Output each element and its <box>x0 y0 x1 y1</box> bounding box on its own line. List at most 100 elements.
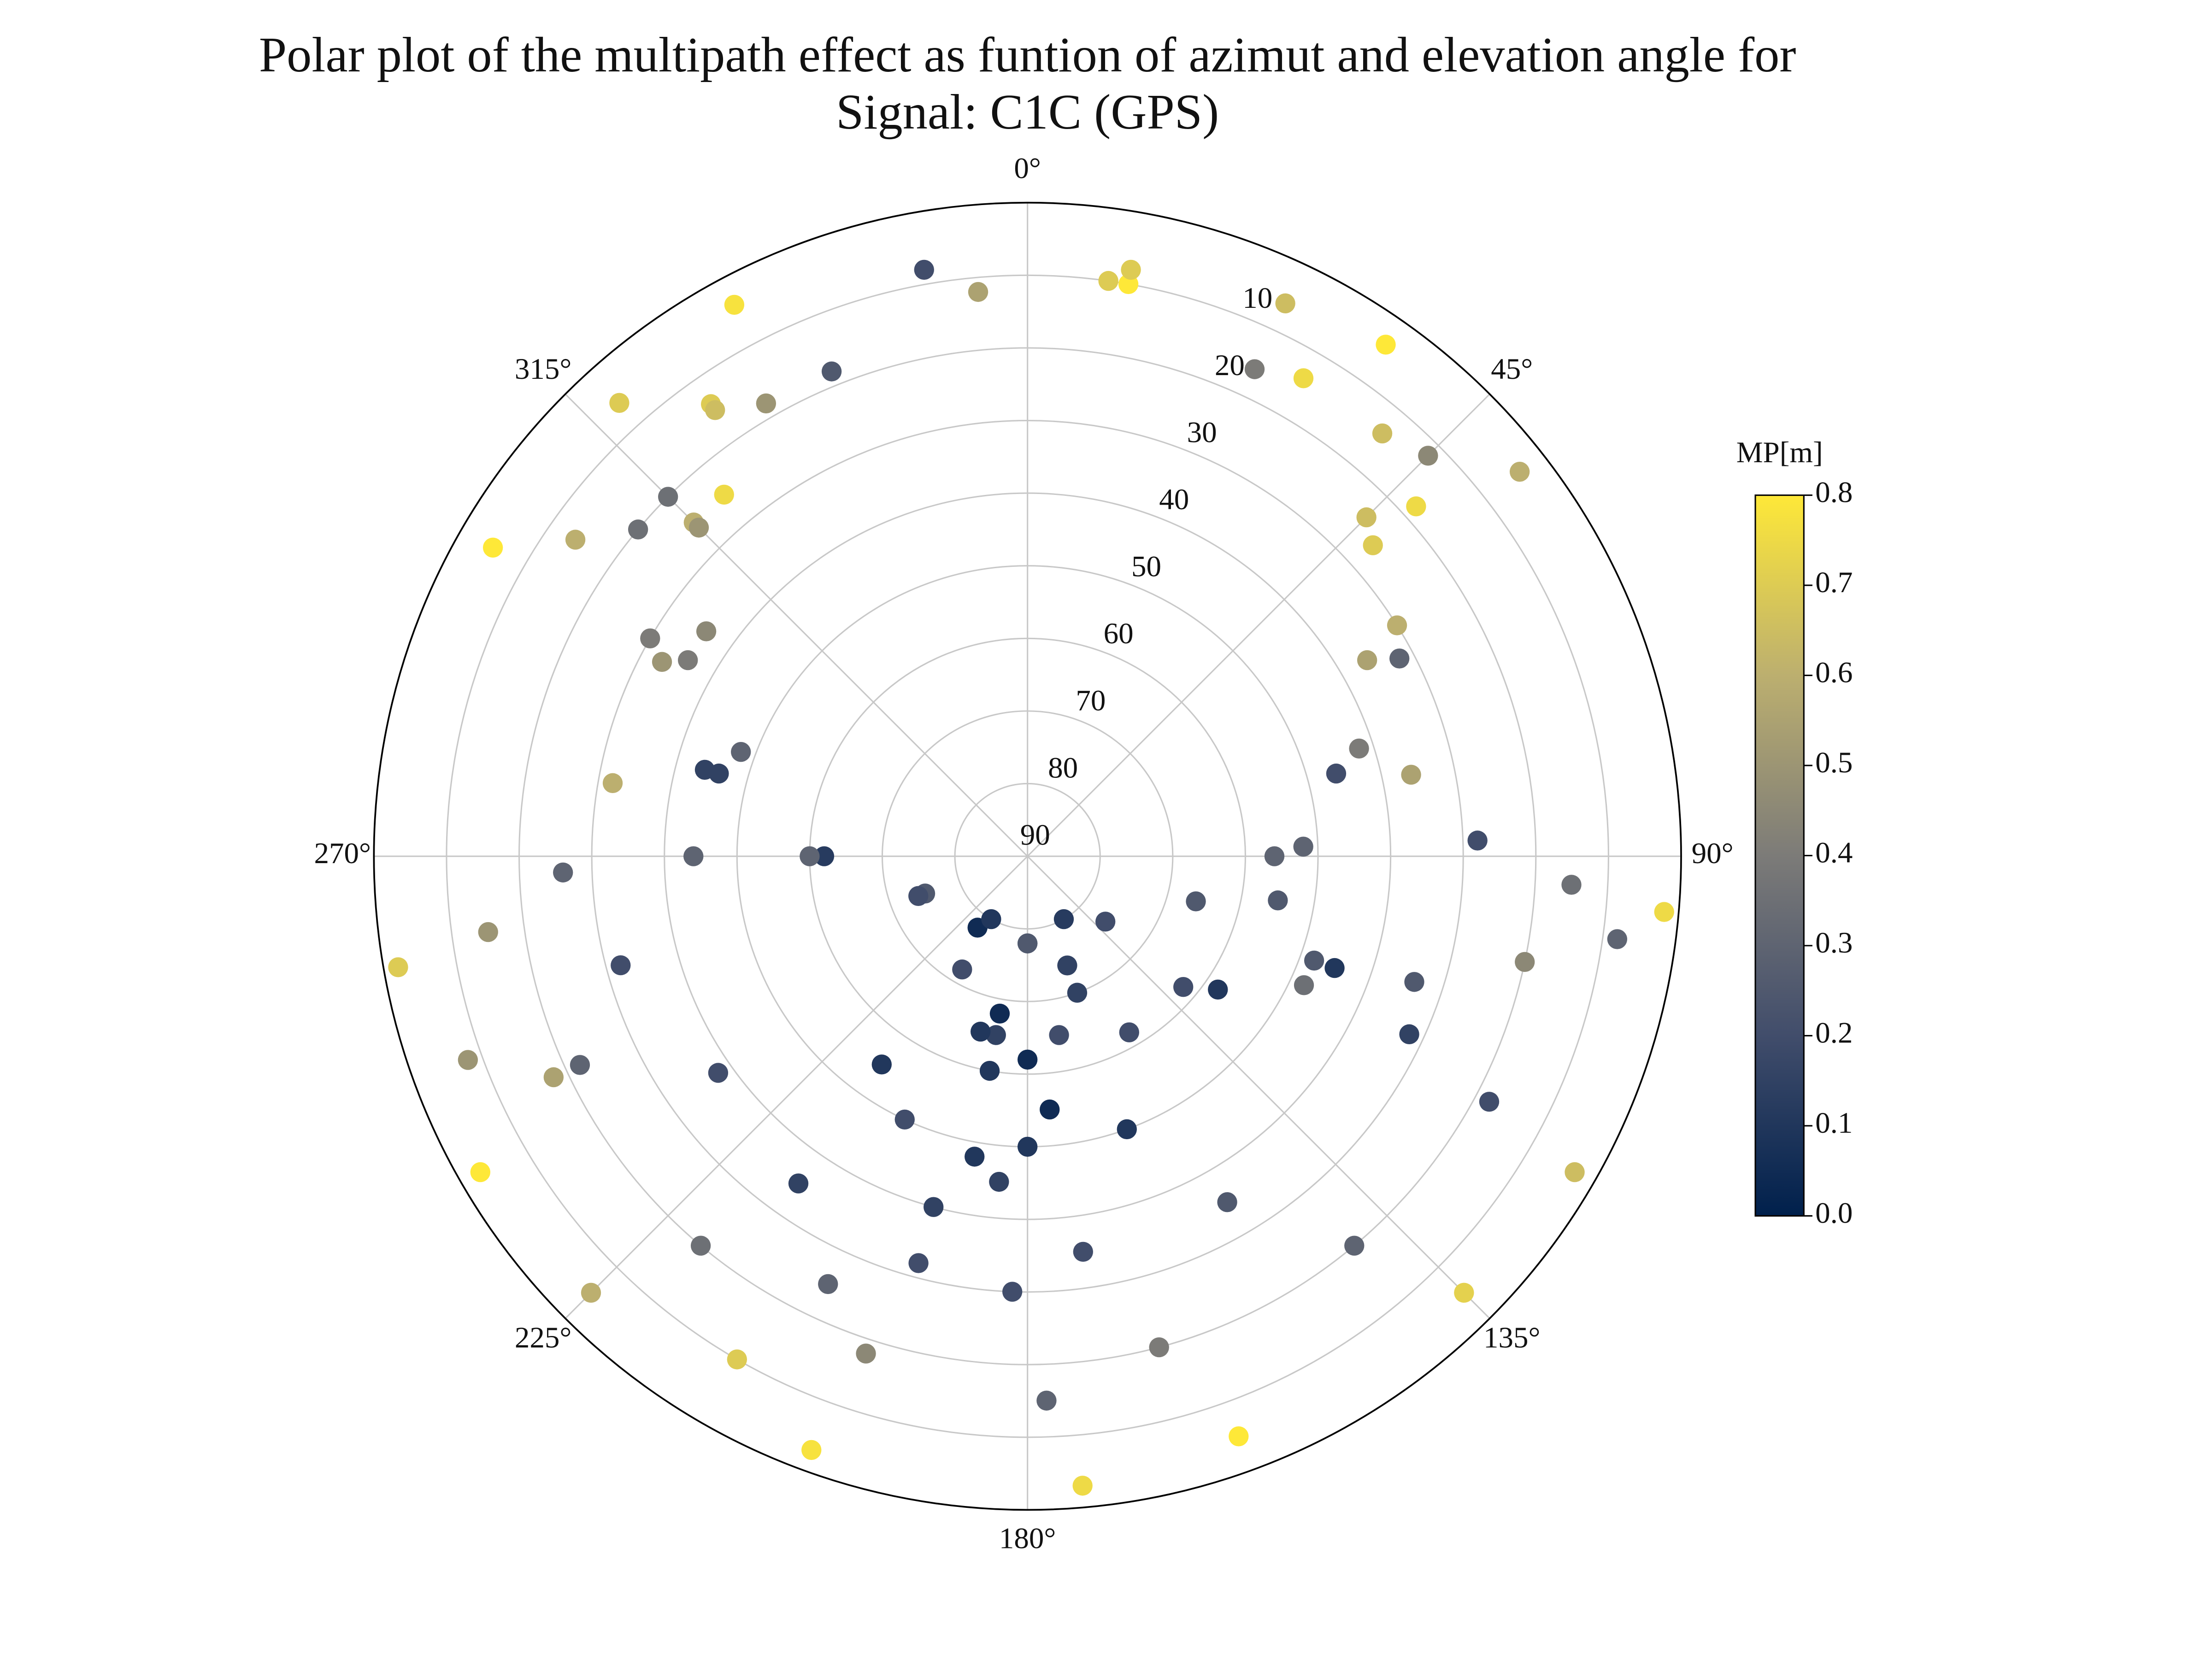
scatter-point <box>570 1055 590 1075</box>
scatter-point <box>818 1274 838 1294</box>
scatter-point <box>1515 952 1535 972</box>
colorbar-tick-label: 0.3 <box>1815 926 1853 959</box>
angle-tick-label: 90° <box>1692 837 1734 870</box>
scatter-point <box>640 628 660 648</box>
scatter-point <box>652 652 672 672</box>
colorbar-tick-label: 0.4 <box>1815 836 1853 869</box>
scatter-point <box>871 1054 892 1075</box>
scatter-point <box>788 1173 809 1194</box>
colorbar-tick-label: 0.7 <box>1815 566 1853 599</box>
scatter-point <box>478 922 498 942</box>
scatter-point <box>1229 1426 1249 1447</box>
scatter-point <box>1344 1235 1365 1256</box>
scatter-point <box>1018 1136 1038 1157</box>
scatter-point <box>814 846 835 866</box>
colorbar-tick-label: 0.0 <box>1815 1196 1853 1230</box>
scatter-point <box>1356 507 1377 528</box>
scatter-point <box>658 487 678 507</box>
scatter-point <box>1304 950 1324 971</box>
scatter-point <box>724 294 745 315</box>
scatter-point <box>731 742 751 762</box>
scatter-point <box>1117 1119 1137 1140</box>
scatter-point <box>979 1060 1000 1081</box>
scatter-point <box>989 1003 1010 1024</box>
scatter-point <box>470 1162 490 1182</box>
scatter-point <box>1561 875 1582 895</box>
scatter-point <box>609 393 629 413</box>
scatter-point <box>856 1343 876 1364</box>
chart-title: Polar plot of the multipath effect as fu… <box>259 27 1796 82</box>
scatter-point <box>1264 846 1285 866</box>
scatter-point <box>1401 765 1421 785</box>
scatter-point <box>821 361 842 382</box>
scatter-point <box>1057 955 1077 976</box>
scatter-point <box>986 1025 1006 1045</box>
scatter-point <box>1349 738 1369 759</box>
scatter-point <box>908 1253 929 1273</box>
scatter-point <box>1208 979 1228 1000</box>
scatter-point <box>1121 259 1141 280</box>
scatter-point <box>1040 1099 1060 1120</box>
scatter-point <box>1053 909 1074 930</box>
scatter-point <box>482 537 503 558</box>
chart-title: Signal: C1C (GPS) <box>836 84 1219 140</box>
scatter-point <box>981 909 1001 930</box>
scatter-point <box>924 1197 944 1217</box>
scatter-point <box>1357 650 1377 671</box>
scatter-point <box>628 519 648 540</box>
radial-tick-label: 30 <box>1187 416 1217 449</box>
grid-spoke <box>565 855 1028 1319</box>
scatter-point <box>800 846 820 866</box>
scatter-point <box>1173 977 1194 997</box>
scatter-point <box>1565 1162 1585 1182</box>
scatter-point <box>1095 912 1116 932</box>
scatter-point <box>1275 293 1295 314</box>
scatter-point <box>1294 975 1314 995</box>
scatter-point <box>1217 1192 1237 1212</box>
scatter-point <box>611 955 631 976</box>
scatter-point <box>1268 890 1288 911</box>
colorbar <box>1754 494 1805 1217</box>
scatter-point <box>1049 1025 1069 1045</box>
radial-tick-label: 10 <box>1242 282 1272 315</box>
polar-spine <box>373 201 1682 1511</box>
angle-tick-label: 315° <box>515 353 572 386</box>
scatter-point <box>1119 1022 1139 1042</box>
radial-tick-label: 40 <box>1159 483 1189 516</box>
scatter-point <box>581 1282 601 1303</box>
colorbar-tick-label: 0.1 <box>1815 1106 1853 1140</box>
angle-tick-label: 45° <box>1491 353 1533 386</box>
scatter-point <box>565 529 586 550</box>
scatter-point <box>1467 830 1488 851</box>
scatter-point <box>801 1440 822 1460</box>
scatter-point <box>1376 335 1396 355</box>
grid-spoke <box>565 394 1028 857</box>
scatter-point <box>688 518 709 538</box>
radial-tick-label: 20 <box>1215 349 1245 382</box>
scatter-point <box>1326 763 1347 784</box>
scatter-point <box>1098 271 1118 291</box>
scatter-point <box>1149 1337 1169 1358</box>
scatter-point <box>1418 446 1438 466</box>
scatter-point <box>1018 933 1038 953</box>
scatter-point <box>694 759 715 780</box>
scatter-point <box>1607 929 1628 949</box>
scatter-point <box>714 484 734 505</box>
angle-tick-label: 135° <box>1483 1321 1541 1354</box>
scatter-point <box>1186 891 1206 912</box>
scatter-point <box>1363 535 1383 555</box>
scatter-point <box>894 1109 915 1130</box>
scatter-point <box>1387 615 1407 635</box>
scatter-point <box>1479 1092 1500 1112</box>
angle-tick-label: 225° <box>515 1321 572 1354</box>
scatter-point <box>1389 648 1410 669</box>
scatter-point <box>1406 496 1426 517</box>
scatter-point <box>1073 1241 1093 1262</box>
scatter-point <box>1399 1024 1419 1045</box>
scatter-point <box>458 1050 478 1070</box>
scatter-point <box>1002 1282 1023 1302</box>
colorbar-tick-label: 0.8 <box>1815 476 1853 509</box>
scatter-point <box>914 259 934 280</box>
radial-tick-label: 80 <box>1048 751 1078 784</box>
